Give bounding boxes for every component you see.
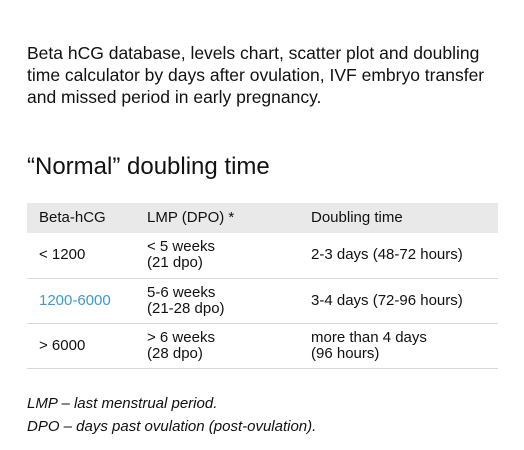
cell-doubling-hours: (96 hours) (311, 344, 380, 362)
cell-lmp-dpo: (21-28 dpo) (147, 299, 225, 317)
hcg-range-link[interactable]: 1200-6000 (39, 291, 111, 309)
cell-lmp: < 5 weeks (21 dpo) (147, 233, 311, 279)
cell-lmp-weeks: 5-6 weeks (147, 283, 216, 301)
cell-hcg: < 1200 (27, 233, 147, 279)
cell-doubling: 3-4 days (72-96 hours) (311, 278, 498, 324)
cell-lmp-dpo: (28 dpo) (147, 344, 203, 362)
header-doubling-time: Doubling time (311, 203, 498, 233)
footnote-dpo: DPO – days past ovulation (post-ovulatio… (27, 418, 317, 435)
cell-lmp-dpo: (21 dpo) (147, 254, 203, 272)
cell-doubling: 2-3 days (48-72 hours) (311, 233, 498, 279)
header-lmp-dpo: LMP (DPO) * (147, 203, 311, 233)
cell-lmp: > 6 weeks (28 dpo) (147, 323, 311, 369)
intro-paragraph: Beta hCG database, levels chart, scatter… (27, 43, 485, 107)
cell-hcg: 1200-6000 (27, 278, 147, 324)
cell-lmp: 5-6 weeks (21-28 dpo) (147, 278, 311, 324)
cell-doubling: more than 4 days (96 hours) (311, 323, 498, 369)
header-beta-hcg: Beta-hCG (27, 203, 147, 233)
table-row: < 1200 < 5 weeks (21 dpo) 2-3 days (48-7… (27, 233, 498, 279)
table-row: 1200-6000 5-6 weeks (21-28 dpo) 3-4 days… (27, 278, 498, 324)
cell-lmp-weeks: < 5 weeks (147, 238, 215, 256)
cell-doubling-days: 3-4 days (72-96 hours) (311, 291, 463, 309)
cell-lmp-weeks: > 6 weeks (147, 328, 215, 346)
section-title: “Normal” doubling time (27, 153, 270, 180)
cell-doubling-days: 2-3 days (48-72 hours) (311, 246, 463, 264)
footnote-lmp: LMP – last menstrual period. (27, 395, 218, 412)
doubling-time-table: Beta-hCG LMP (DPO) * Doubling time < 120… (27, 203, 498, 369)
cell-hcg: > 6000 (27, 323, 147, 369)
table-row: > 6000 > 6 weeks (28 dpo) more than 4 da… (27, 323, 498, 369)
table-header-row: Beta-hCG LMP (DPO) * Doubling time (27, 203, 498, 233)
cell-doubling-days: more than 4 days (311, 328, 427, 346)
